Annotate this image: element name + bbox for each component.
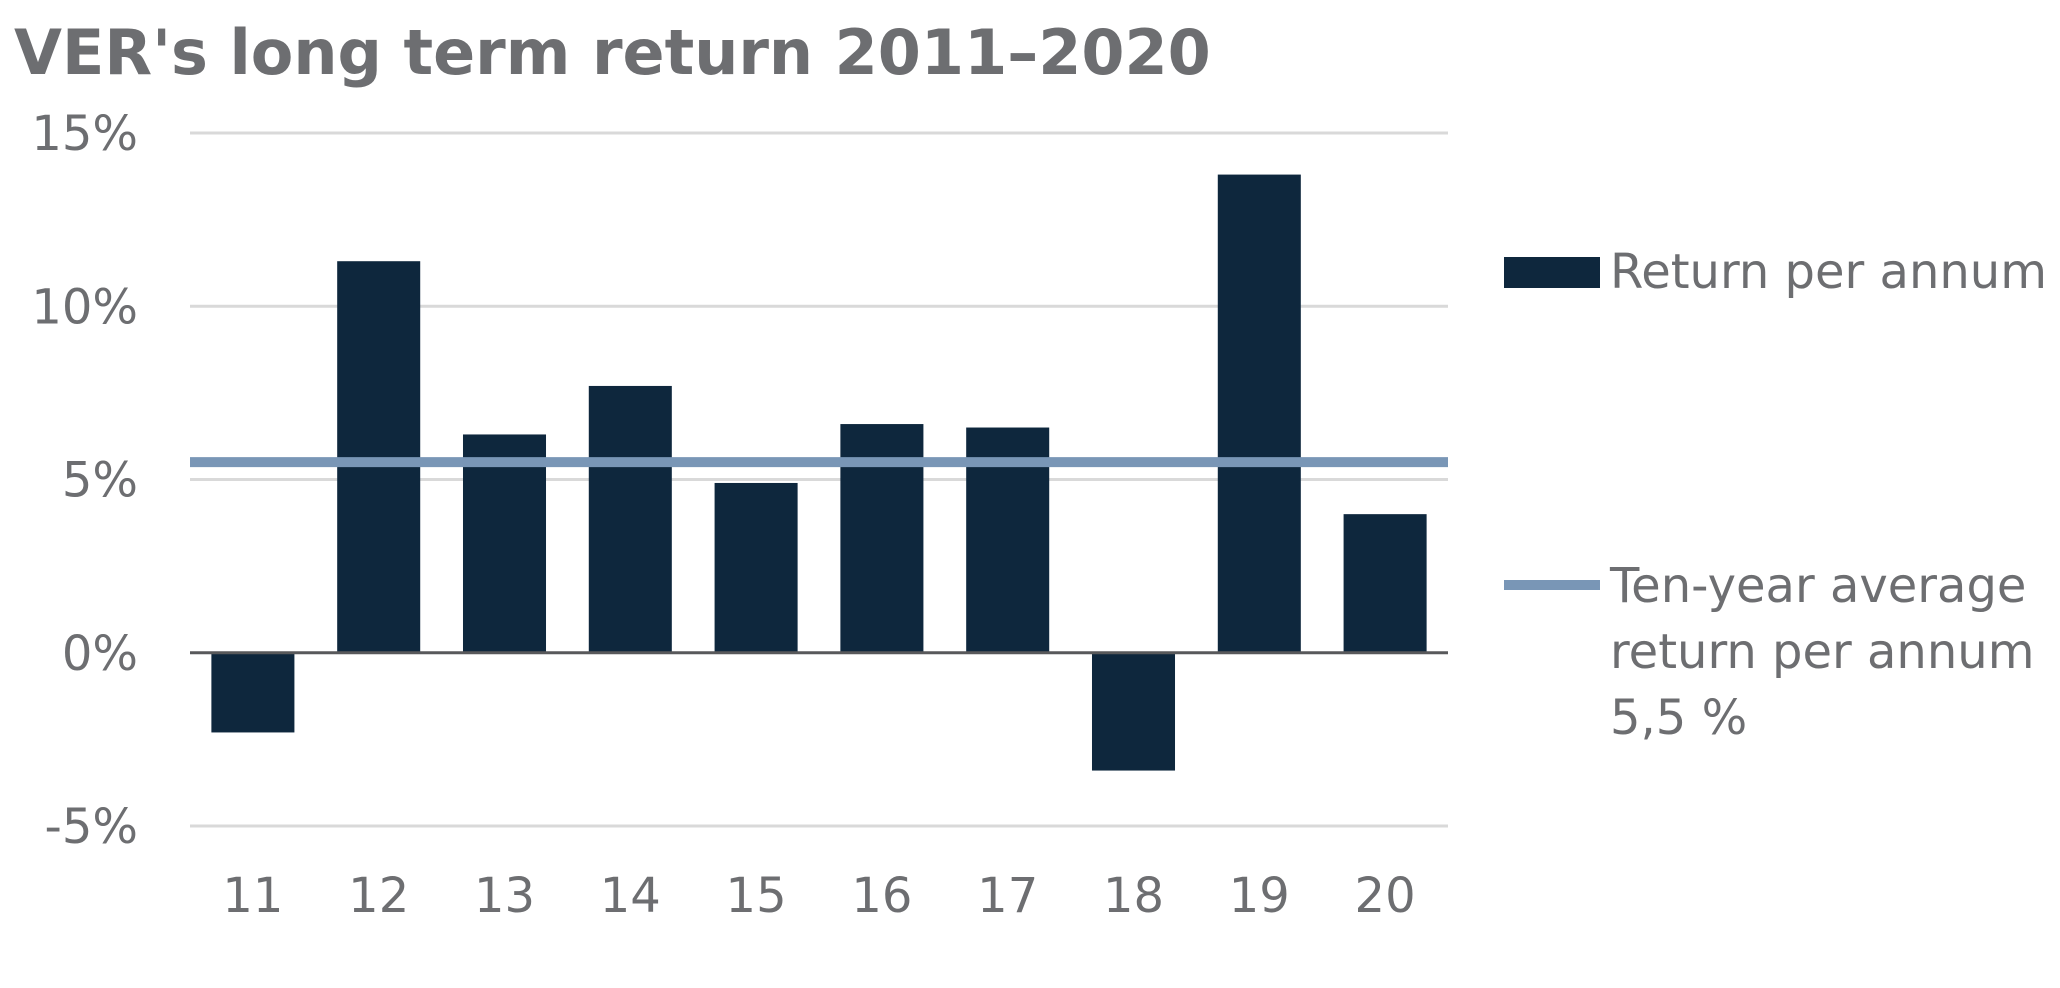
x-tick-label: 19	[1229, 868, 1290, 924]
legend-label-average-line-3: 5,5 %	[1610, 690, 1747, 746]
x-tick-label: 16	[851, 868, 912, 924]
x-tick-label: 13	[474, 868, 535, 924]
x-tick-label: 14	[600, 868, 661, 924]
x-tick-label: 15	[726, 868, 787, 924]
bar	[211, 652, 295, 733]
x-axis-ticks: 11 12 13 14 15 16 17 18 19 20	[222, 868, 1415, 924]
bars	[211, 174, 1427, 771]
x-tick-label: 17	[977, 868, 1038, 924]
bar	[337, 261, 421, 653]
y-tick-label: -5%	[45, 799, 138, 855]
x-tick-label: 20	[1355, 868, 1416, 924]
bar	[462, 434, 547, 653]
x-tick-label: 12	[348, 868, 409, 924]
y-tick-label: 15%	[31, 106, 138, 162]
y-tick-label: 10%	[31, 279, 138, 335]
bar	[1343, 514, 1427, 653]
y-tick-label: 0%	[62, 626, 138, 682]
x-tick-label: 18	[1103, 868, 1164, 924]
bar	[1091, 652, 1176, 771]
y-tick-label: 5%	[62, 453, 138, 509]
x-tick-label: 11	[222, 868, 283, 924]
legend-swatch-bars	[1504, 257, 1600, 288]
legend-label-average-line-2: return per annum	[1610, 624, 2034, 680]
chart-title: VER's long term return 2011–2020	[14, 16, 1211, 89]
bar	[714, 482, 798, 653]
bar	[1217, 174, 1301, 653]
y-axis-ticks: 15% 10% 5% 0% -5%	[31, 106, 138, 855]
legend-label-bars: Return per annum	[1610, 244, 2047, 300]
legend-label-average-line-1: Ten-year average	[1609, 558, 2026, 614]
legend: Return per annum Ten-year average return…	[1504, 244, 2047, 746]
bar	[588, 385, 672, 653]
